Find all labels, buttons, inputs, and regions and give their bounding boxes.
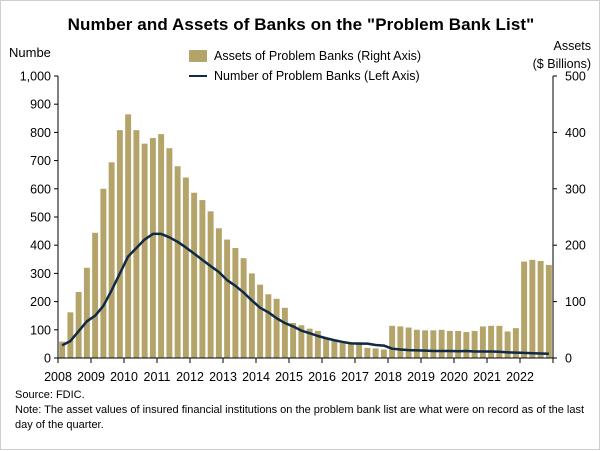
asset-bar [505,331,511,358]
left-tick-label: 200 [30,295,51,309]
asset-bar [447,331,453,358]
asset-bar [331,341,337,358]
asset-bar [274,299,280,358]
asset-bar [414,330,420,358]
x-tick-label: 2013 [209,370,237,384]
asset-bar [166,148,172,358]
asset-bar [249,273,255,358]
asset-bar [455,331,461,358]
right-tick-label: 300 [565,182,586,196]
asset-bar [67,312,73,358]
x-tick-label: 2010 [110,370,138,384]
asset-bar [142,144,148,358]
x-tick-label: 2015 [275,370,303,384]
left-tick-label: 700 [30,154,51,168]
asset-bar [125,114,131,358]
asset-bar [282,308,288,358]
asset-bar [480,326,486,358]
asset-bar [389,326,395,358]
left-tick-label: 400 [30,239,51,253]
asset-bar [257,285,263,358]
right-tick-label: 400 [565,126,586,140]
x-tick-label: 2020 [440,370,468,384]
asset-bar [406,328,412,358]
asset-bar [472,331,478,358]
asset-bar [241,258,247,358]
x-tick-label: 2014 [242,370,270,384]
x-tick-label: 2017 [341,370,369,384]
left-tick-label: 100 [30,323,51,337]
asset-bar [199,200,205,358]
asset-bar [158,134,164,358]
left-tick-label: 600 [30,182,51,196]
left-tick-label: 500 [30,211,51,225]
x-tick-label: 2019 [407,370,435,384]
asset-bar [224,240,230,358]
x-tick-label: 2008 [44,370,72,384]
right-tick-label: 0 [565,352,572,366]
x-tick-label: 2022 [506,370,534,384]
asset-bar [232,248,238,358]
note-text: Note: The asset values of insured financ… [15,403,593,433]
asset-bar [109,162,115,358]
x-tick-label: 2011 [144,370,171,384]
asset-bar [364,348,370,358]
asset-bar [521,262,527,358]
asset-bar [183,178,189,358]
right-tick-label: 500 [565,70,586,84]
asset-bar [422,330,428,358]
right-tick-label: 100 [565,295,586,309]
asset-bar [463,332,469,358]
asset-bar [216,228,222,358]
asset-bar [208,211,214,358]
x-tick-label: 2016 [308,370,336,384]
left-tick-label: 800 [30,126,51,140]
left-tick-label: 0 [44,352,51,366]
asset-bar [76,292,82,358]
asset-bar [538,261,544,358]
asset-bar [381,350,387,358]
asset-bar [488,326,494,358]
asset-bar [150,138,156,358]
source-text: Source: FDIC. [15,388,593,403]
left-tick-label: 1,000 [20,70,51,84]
asset-bar [340,343,346,358]
asset-bar [117,130,123,358]
asset-bar [133,130,139,358]
asset-bar [175,166,181,358]
x-tick-label: 2018 [374,370,402,384]
asset-bar [397,326,403,358]
asset-bar [191,193,197,358]
asset-bar [92,233,98,358]
left-tick-label: 300 [30,267,51,281]
asset-bar [439,330,445,358]
x-tick-label: 2021 [473,370,501,384]
asset-bar [546,265,552,358]
asset-bar [373,348,379,358]
asset-bar [323,338,329,358]
left-tick-label: 900 [30,98,51,112]
footer: Source: FDIC. Note: The asset values of … [15,388,593,433]
asset-bar [100,189,106,358]
x-tick-label: 2009 [77,370,105,384]
x-tick-label: 2012 [176,370,204,384]
asset-bar [84,268,90,358]
right-tick-label: 200 [565,239,586,253]
asset-bar [430,330,436,358]
asset-bar [529,260,535,358]
asset-bar [265,294,271,358]
